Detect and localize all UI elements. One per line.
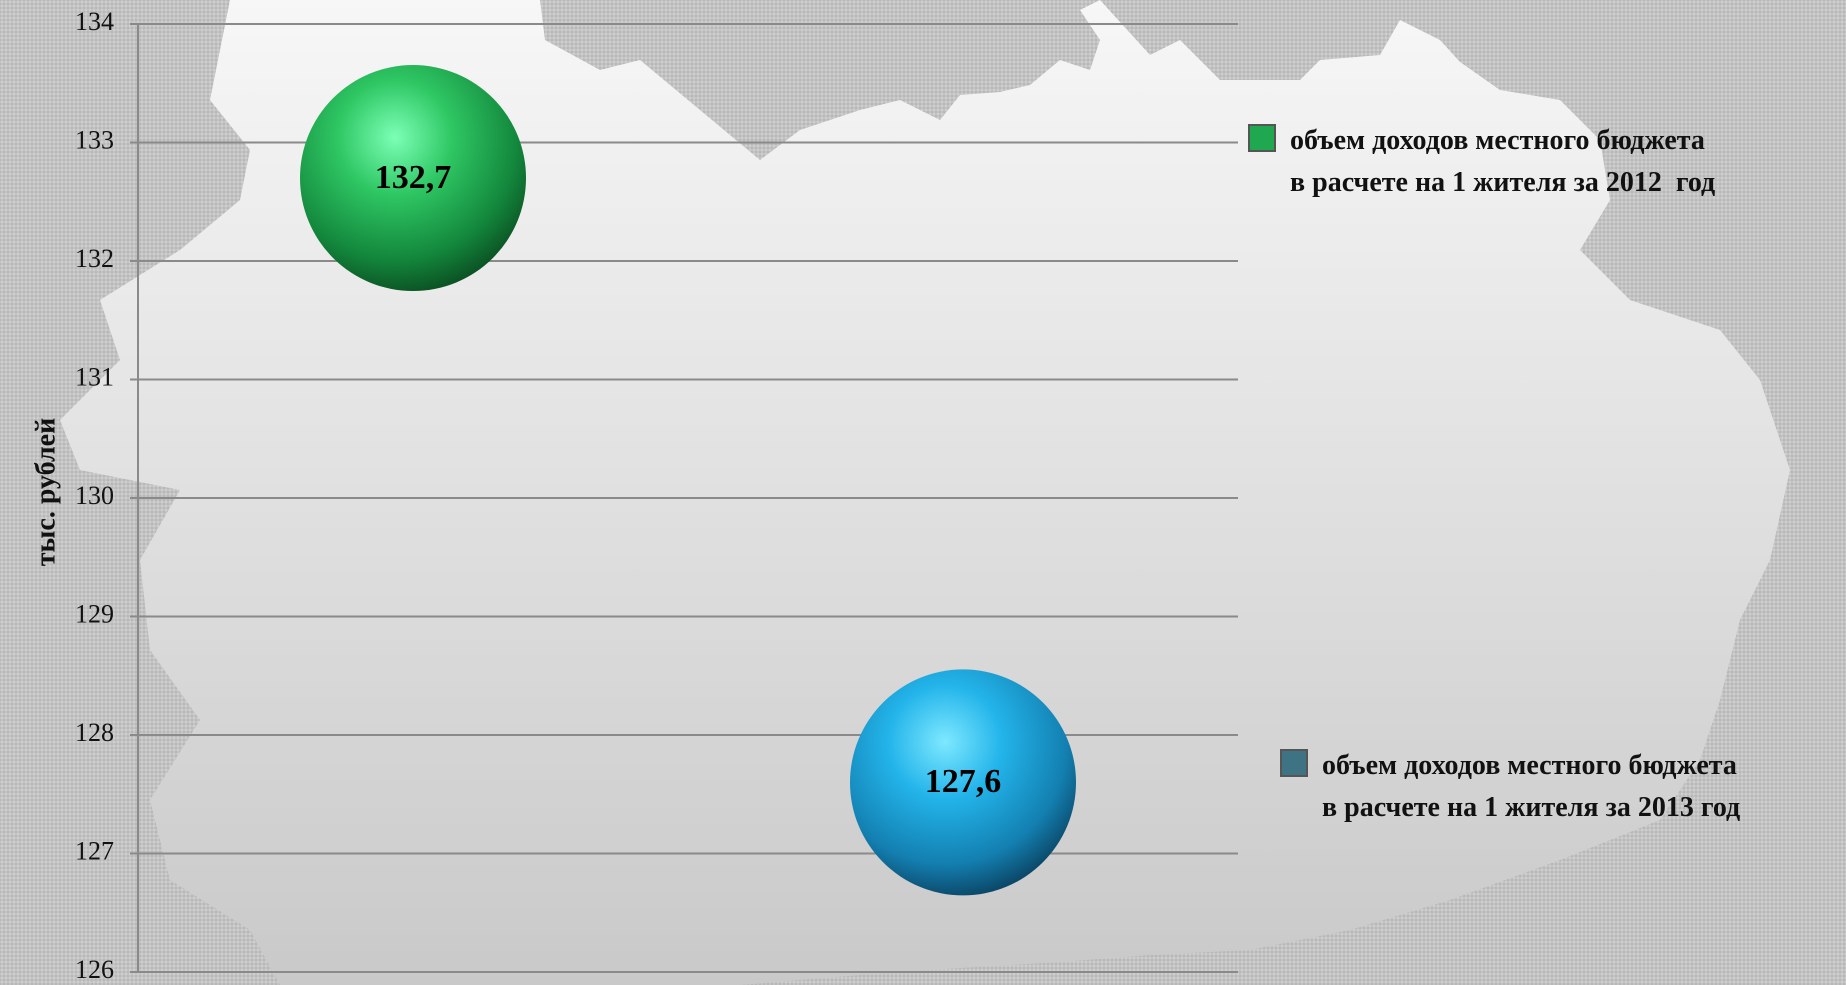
y-tick-label: 126 [75, 955, 114, 984]
bubble-series-1 [300, 65, 526, 292]
legend-label-2013: объем доходов местного бюджета в расчете… [1322, 750, 1741, 823]
data-label-series-2: 127,6 [925, 763, 1002, 800]
bubble-series-2 [850, 669, 1076, 896]
data-bubbles: 132,7 127,6 [300, 65, 1076, 896]
gridlines [130, 23, 1238, 973]
y-tick-label: 127 [75, 836, 114, 865]
y-tick-label: 134 [75, 7, 114, 36]
y-tick-label: 132 [75, 244, 114, 273]
y-tick-label: 133 [75, 125, 114, 154]
y-tick-label: 128 [75, 718, 114, 747]
y-tick-labels: 126 127 128 129 130 131 132 133 134 [75, 7, 114, 984]
y-tick-label: 129 [75, 599, 114, 628]
data-label-series-1: 132,7 [375, 159, 452, 196]
y-tick-label: 131 [75, 362, 114, 391]
legend-item-2013: объем доходов местного бюджета в расчете… [1280, 745, 1740, 829]
legend-swatch-2012 [1248, 124, 1276, 152]
y-axis-label: тыс. рублей [30, 418, 61, 566]
y-tick-label: 130 [75, 481, 114, 510]
legend-swatch-2013 [1280, 749, 1308, 777]
legend-item-2012: объем доходов местного бюджета в расчете… [1248, 120, 1715, 204]
legend-label-2012: объем доходов местного бюджета в расчете… [1290, 125, 1716, 198]
